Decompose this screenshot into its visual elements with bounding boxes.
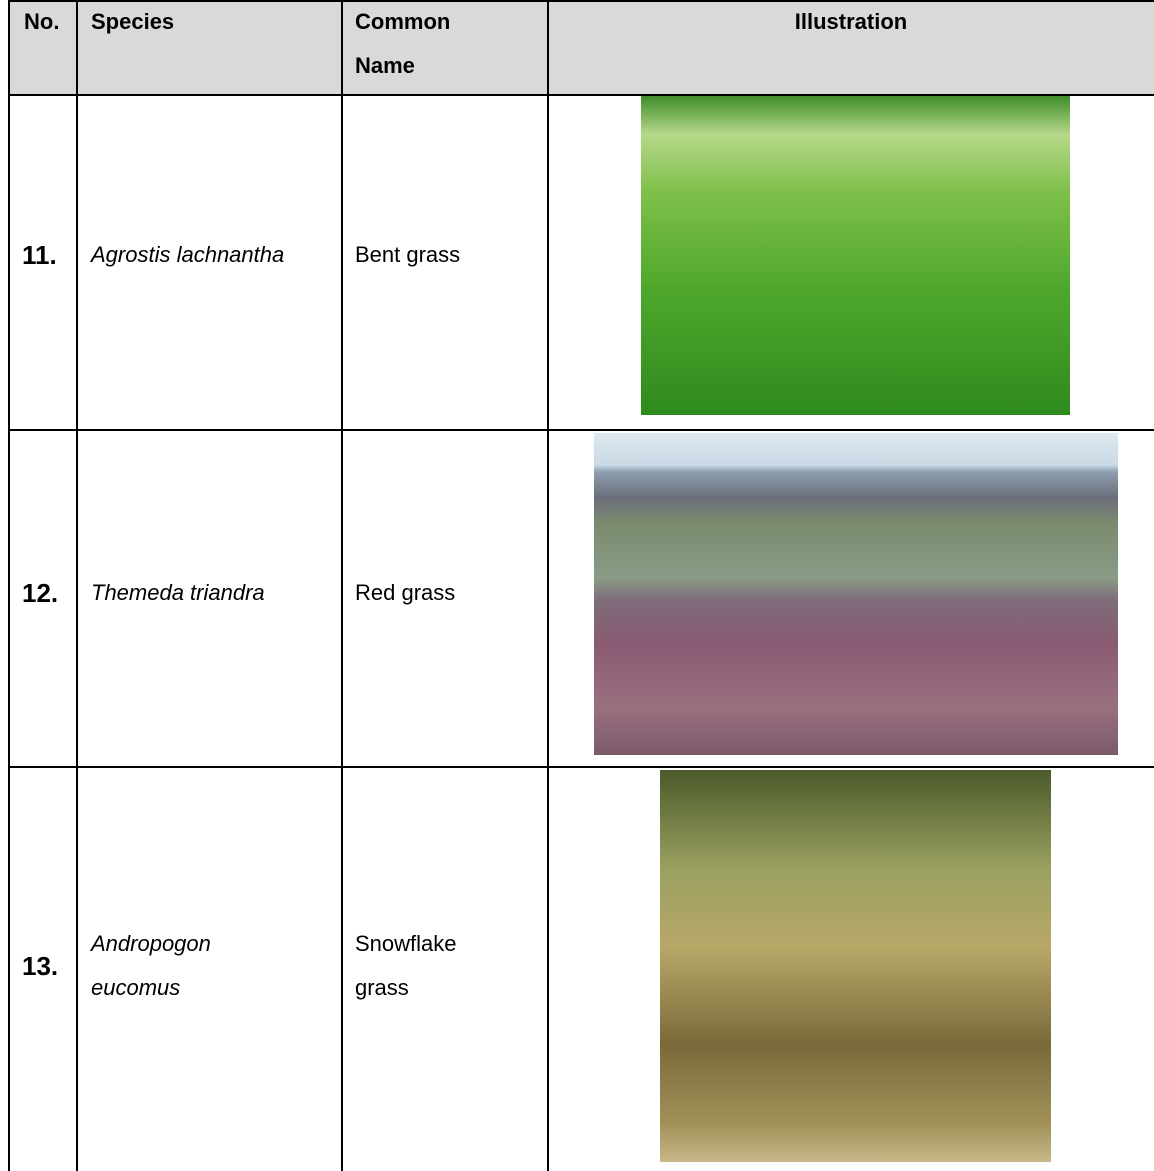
rule: [547, 0, 549, 1171]
common-name: Snowflake grass: [355, 922, 485, 1010]
header-cell: Illustration: [548, 0, 1154, 44]
header-cell: Common Name: [355, 0, 475, 88]
species: Agrostis lachnantha: [91, 233, 284, 277]
header-cell: Species: [91, 0, 174, 44]
document: No. Species Common Name Illustration 11.…: [0, 0, 1154, 1171]
rule: [8, 429, 1154, 431]
species: Andropogon eucomus: [91, 922, 271, 1010]
rule: [341, 0, 343, 1171]
grass-photo: [594, 433, 1118, 755]
row-number: 12.: [22, 571, 58, 615]
common-name: Bent grass: [355, 233, 460, 277]
row-number: 13.: [22, 944, 58, 988]
grass-photo: [641, 96, 1070, 415]
common-name: Red grass: [355, 571, 455, 615]
species: Themeda triandra: [91, 571, 265, 615]
grass-photo: [660, 770, 1051, 1162]
rule: [8, 0, 10, 1171]
header-cell: No.: [24, 0, 59, 44]
rule: [8, 766, 1154, 768]
rule: [76, 0, 78, 1171]
row-number: 11.: [22, 233, 57, 277]
